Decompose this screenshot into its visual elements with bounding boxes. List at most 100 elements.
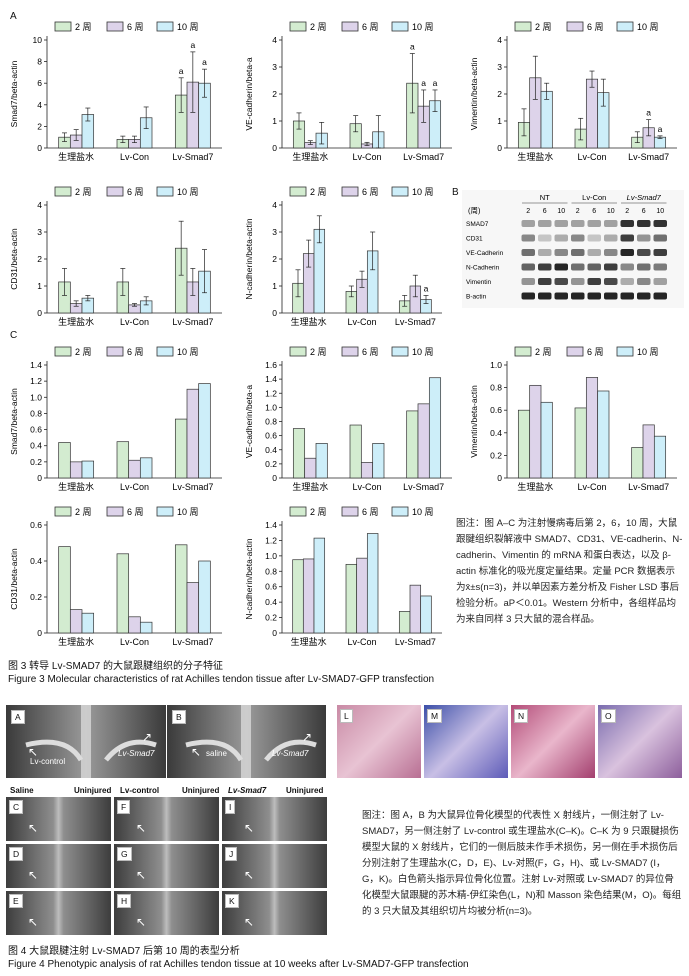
bar xyxy=(81,460,95,479)
western-band xyxy=(637,234,651,242)
y-tick-label: 1.4 xyxy=(30,360,42,370)
bar xyxy=(58,546,71,634)
bar xyxy=(139,457,153,479)
bar xyxy=(398,611,411,634)
y-axis-label: VE-cadherin/beta-a xyxy=(244,57,254,131)
y-tick-label: 0.8 xyxy=(265,417,277,427)
x-tick-label: 生理盐水 xyxy=(292,151,328,162)
western-band xyxy=(571,278,585,285)
y-tick-label: 1.2 xyxy=(30,376,42,386)
western-band xyxy=(620,249,634,256)
bar xyxy=(366,533,379,634)
bar xyxy=(360,462,374,479)
y-tick-label: 3 xyxy=(272,62,277,72)
arrow-label-lv-smad7-b: Lv-Smad7 xyxy=(272,749,309,758)
chart-vimentin-a: 2 周 6 周 10 周 0 1 2 3 4 Vimentin/beta-actin 生理盐水 Lv… xyxy=(469,21,677,162)
bar xyxy=(174,544,188,634)
x-tick-label: 生理盐水 xyxy=(291,636,327,647)
y-tick-label: 0 xyxy=(37,308,42,318)
y-tick-label: 0 xyxy=(37,143,42,153)
xray-image: C ↖ xyxy=(6,797,111,841)
header-saline: Saline xyxy=(10,786,34,795)
x-tick-label: Lv-Smad7 xyxy=(395,317,436,327)
y-tick-label: 0.8 xyxy=(265,566,277,576)
x-tick-label: Lv-Smad7 xyxy=(403,482,444,492)
western-row-label: SMAD7 xyxy=(466,221,489,228)
legend-label: 10 周 xyxy=(412,507,434,517)
xray-image: G ↖ xyxy=(114,844,219,888)
legend-label: 6 周 xyxy=(587,347,604,357)
legend-swatch xyxy=(54,506,72,517)
legend-swatch xyxy=(106,346,124,357)
y-tick-label: 4 xyxy=(272,35,277,45)
arrow-icon: ↖ xyxy=(244,915,255,929)
y-tick-label: 0.2 xyxy=(265,613,277,623)
chart-vecadherin-c: 2 周 6 周 10 周 0 0.2 0.4 0.6 0.8 1.0 1.2 1.4 1.6 VE-ca… xyxy=(244,346,452,492)
bar xyxy=(58,442,71,479)
western-band xyxy=(587,220,601,227)
western-band xyxy=(587,234,601,242)
legend-swatch xyxy=(106,21,124,32)
x-tick-label: Lv-Smad7 xyxy=(403,152,444,162)
xray-image: D ↖ xyxy=(6,844,111,888)
x-tick-label: Lv-Smad7 xyxy=(172,152,213,162)
arrow-icon: ↖ xyxy=(28,821,39,835)
bar xyxy=(116,441,130,479)
y-tick-label: 1.6 xyxy=(265,360,277,370)
y-tick-label: 0 xyxy=(272,143,277,153)
arrow-icon: ↗ xyxy=(302,730,313,744)
x-tick-label: Lv-Smad7 xyxy=(172,482,213,492)
bar xyxy=(428,377,442,479)
x-tick-label: Lv-Con xyxy=(120,637,149,647)
legend-label: 6 周 xyxy=(362,347,379,357)
western-week-label: 6 xyxy=(543,208,547,215)
bar xyxy=(653,435,667,479)
week-header: (周) xyxy=(468,206,481,215)
y-axis-label: CD31/beta-actin xyxy=(9,548,19,610)
legend: 2 周 6 周 10 周 xyxy=(289,21,434,32)
x-tick-label: Lv-Smad7 xyxy=(172,317,213,327)
western-band xyxy=(587,249,601,256)
y-tick-label: 1.4 xyxy=(265,520,277,530)
bar xyxy=(302,558,315,634)
legend-label: 2 周 xyxy=(75,507,92,517)
legend-label: 6 周 xyxy=(127,347,144,357)
western-band xyxy=(521,292,535,300)
header-lv-smad7: Lv-Smad7 xyxy=(228,786,267,795)
y-tick-label: 10 xyxy=(33,35,43,45)
bar xyxy=(631,447,644,479)
x-tick-label: 生理盐水 xyxy=(58,636,94,647)
bar xyxy=(372,443,385,479)
photo-letter: G xyxy=(117,847,132,861)
bar xyxy=(585,377,599,479)
y-tick-label: 0.4 xyxy=(265,445,277,455)
y-tick-label: 0.6 xyxy=(265,582,277,592)
significance-mark: a xyxy=(202,57,207,67)
legend-label: 2 周 xyxy=(310,347,327,357)
western-band xyxy=(653,220,667,227)
xray-image: E ↖ xyxy=(6,891,111,935)
bar xyxy=(540,90,553,149)
bar xyxy=(81,612,95,634)
y-tick-label: 2 xyxy=(272,254,277,264)
western-band xyxy=(538,249,552,256)
photo-letter-o: O xyxy=(601,709,616,723)
western-band xyxy=(571,234,585,242)
western-band xyxy=(653,263,667,271)
legend-swatch xyxy=(106,186,124,197)
legend-swatch xyxy=(341,21,359,32)
photo-letter: J xyxy=(225,847,238,861)
x-tick-label: Lv-Con xyxy=(352,152,381,162)
arrow-label-lv-control: Lv-control xyxy=(30,757,66,766)
y-axis-label: VE-cadherin/beta-a xyxy=(244,385,254,459)
western-row-label: N-Cadherin xyxy=(466,265,500,272)
legend-swatch xyxy=(341,186,359,197)
y-tick-label: 3 xyxy=(497,62,502,72)
bar xyxy=(69,461,83,479)
x-tick-label: Lv-Con xyxy=(120,152,149,162)
y-tick-label: 6 xyxy=(37,78,42,88)
y-tick-label: 0.8 xyxy=(490,383,502,393)
western-band xyxy=(587,263,601,271)
x-tick-label: Lv-Smad7 xyxy=(628,482,669,492)
western-band xyxy=(620,292,634,300)
